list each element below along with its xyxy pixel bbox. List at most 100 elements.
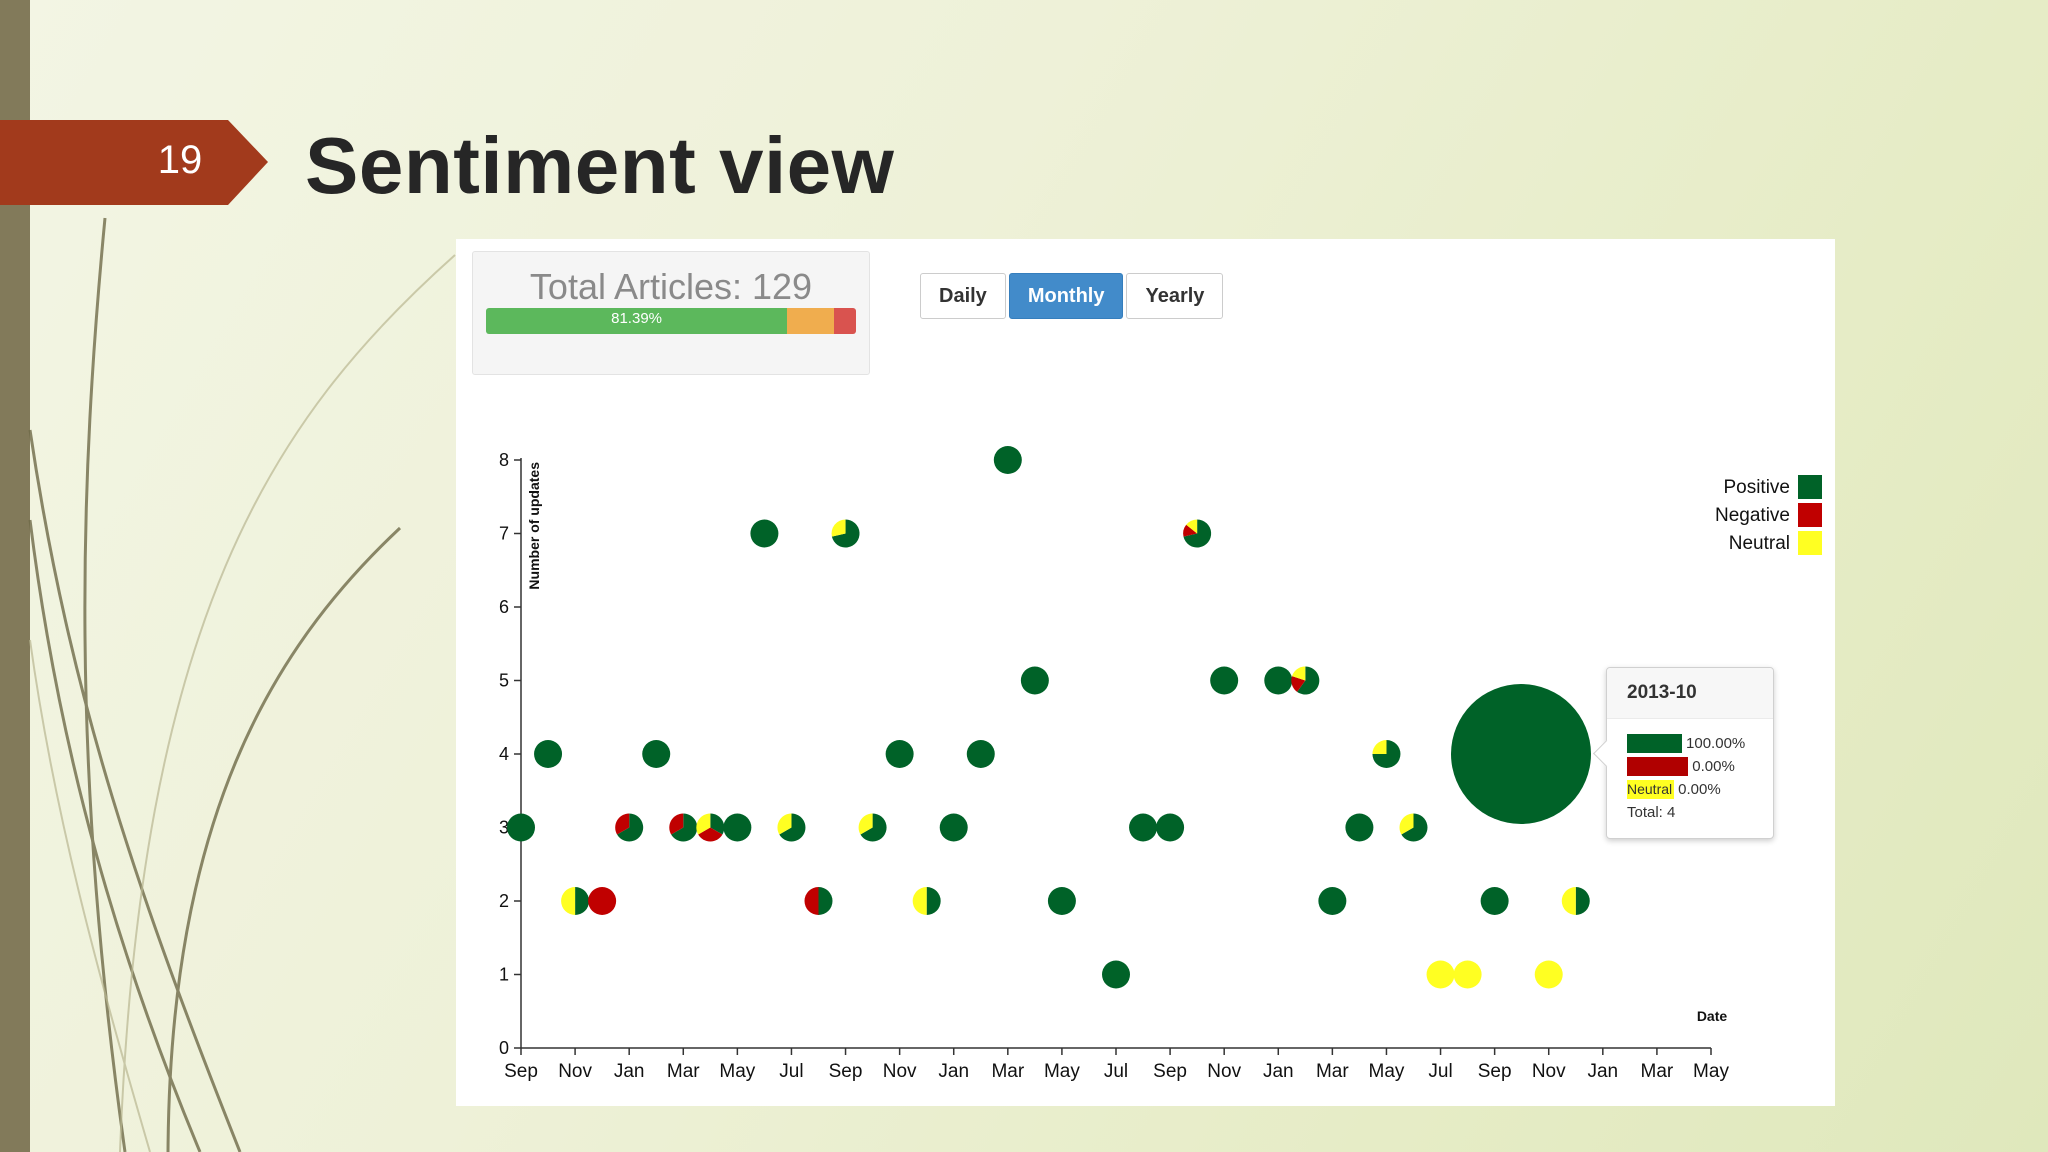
pie-slice bbox=[1264, 666, 1293, 695]
data-point[interactable] bbox=[588, 887, 617, 915]
data-point[interactable] bbox=[561, 887, 590, 915]
data-point[interactable] bbox=[1426, 960, 1455, 989]
data-point[interactable] bbox=[1210, 666, 1239, 695]
pie-slice bbox=[1291, 676, 1306, 692]
pie-slice bbox=[1345, 813, 1374, 842]
highlighted-data-point[interactable] bbox=[1451, 684, 1591, 824]
data-point[interactable] bbox=[1561, 887, 1590, 915]
data-point[interactable] bbox=[534, 740, 563, 768]
data-point[interactable] bbox=[1102, 960, 1130, 989]
data-point[interactable] bbox=[750, 519, 779, 548]
data-point[interactable] bbox=[1534, 960, 1563, 989]
pie-slice bbox=[1129, 813, 1158, 842]
x-tick-label: Nov bbox=[1207, 1061, 1241, 1082]
data-point[interactable] bbox=[1291, 666, 1320, 695]
pie-slice bbox=[1186, 519, 1198, 534]
pie-slice bbox=[1102, 960, 1130, 989]
x-tick-label: Sep bbox=[829, 1061, 863, 1082]
pie-slice bbox=[671, 813, 698, 842]
data-point[interactable] bbox=[885, 740, 914, 768]
pie-slice bbox=[615, 813, 630, 835]
yearly-button[interactable]: Yearly bbox=[1126, 273, 1224, 319]
x-tick-label: Nov bbox=[883, 1061, 917, 1082]
y-tick-label: 6 bbox=[499, 597, 509, 617]
pie-slice bbox=[966, 740, 995, 768]
data-point[interactable] bbox=[777, 813, 806, 842]
pie-slice bbox=[669, 813, 684, 835]
data-point[interactable] bbox=[1183, 519, 1212, 548]
slide-number: 19 bbox=[157, 138, 203, 182]
data-point[interactable] bbox=[858, 813, 887, 842]
x-axis-label: Date bbox=[1697, 1008, 1728, 1024]
pie-slice bbox=[1183, 519, 1212, 548]
slide-title: Sentiment view bbox=[305, 121, 895, 210]
pie-slice bbox=[1451, 684, 1591, 824]
data-point[interactable] bbox=[966, 740, 995, 768]
data-point[interactable] bbox=[993, 446, 1022, 474]
data-point[interactable] bbox=[1129, 813, 1158, 842]
pie-slice bbox=[1480, 887, 1509, 915]
sentiment-panel: Total Articles: 129 81.39% Daily Monthly… bbox=[456, 239, 1835, 1106]
pie-slice bbox=[939, 813, 968, 842]
tooltip-row-positive: Positive 100.00% bbox=[1627, 732, 1773, 755]
data-point[interactable] bbox=[939, 813, 968, 842]
pie-slice bbox=[561, 887, 576, 915]
daily-button[interactable]: Daily bbox=[920, 273, 1006, 319]
pie-slice bbox=[858, 813, 873, 835]
pie-slice bbox=[1318, 887, 1347, 915]
pie-slice bbox=[1399, 813, 1414, 835]
data-point[interactable] bbox=[804, 887, 833, 915]
data-point[interactable] bbox=[1453, 960, 1482, 989]
x-tick-label: Jan bbox=[1263, 1061, 1294, 1082]
pie-slice bbox=[1372, 740, 1401, 769]
data-point[interactable] bbox=[1372, 740, 1401, 769]
data-point[interactable] bbox=[696, 813, 725, 842]
legend-swatch bbox=[1798, 531, 1822, 555]
data-point[interactable] bbox=[723, 813, 752, 842]
data-point[interactable] bbox=[912, 887, 941, 915]
total-articles-box: Total Articles: 129 81.39% bbox=[472, 251, 870, 375]
data-point[interactable] bbox=[1047, 887, 1076, 915]
data-point[interactable] bbox=[1480, 887, 1509, 915]
data-point[interactable] bbox=[1399, 813, 1428, 842]
pie-slice bbox=[1183, 524, 1198, 537]
tooltip-neutral-label: Neutral bbox=[1627, 780, 1675, 799]
pie-slice bbox=[1453, 960, 1482, 989]
monthly-button[interactable]: Monthly bbox=[1008, 273, 1124, 319]
tooltip-total: Total: 4 bbox=[1627, 804, 1676, 821]
pie-slice bbox=[1020, 666, 1049, 695]
pie-slice bbox=[831, 519, 846, 537]
data-point[interactable] bbox=[831, 519, 860, 548]
pie-slice bbox=[885, 740, 914, 768]
pie-slice bbox=[818, 887, 833, 915]
y-tick-label: 4 bbox=[499, 744, 509, 764]
data-point[interactable] bbox=[1020, 666, 1049, 695]
sentiment-scatter-chart: 0 1 2 3 4 5 6 7 8 Sep Nov Jan Mar May Jul Sep Nov Jan Mar M… bbox=[499, 446, 1822, 1082]
x-tick-label: Sep bbox=[504, 1061, 538, 1082]
y-tick-label: 5 bbox=[499, 671, 509, 691]
pie-slice bbox=[777, 813, 792, 835]
legend-label: Positive bbox=[1723, 477, 1790, 498]
pie-slice bbox=[617, 813, 644, 842]
data-point[interactable] bbox=[642, 740, 671, 768]
pie-slice bbox=[779, 813, 806, 842]
data-point[interactable] bbox=[507, 813, 535, 842]
x-tick-label: Jan bbox=[1587, 1061, 1618, 1082]
x-tick-label: Jul bbox=[779, 1061, 803, 1082]
pie-slice bbox=[1297, 666, 1320, 695]
pie-slice bbox=[723, 813, 752, 842]
tooltip-row-neutral: Neutral 0.00% bbox=[1627, 778, 1773, 801]
data-point[interactable] bbox=[1345, 813, 1374, 842]
x-tick-label: Sep bbox=[1478, 1061, 1512, 1082]
pie-slice bbox=[831, 519, 860, 548]
data-point[interactable] bbox=[1318, 887, 1347, 915]
x-tick-label: Mar bbox=[1641, 1061, 1674, 1082]
data-point[interactable] bbox=[615, 813, 644, 842]
pie-slice bbox=[1561, 887, 1576, 915]
data-point[interactable] bbox=[669, 813, 698, 842]
data-point[interactable] bbox=[1264, 666, 1293, 695]
legend-label: Neutral bbox=[1729, 533, 1790, 554]
pie-slice bbox=[642, 740, 671, 768]
data-point[interactable] bbox=[1156, 813, 1185, 842]
total-articles-label: Total Articles: 129 bbox=[529, 266, 813, 307]
